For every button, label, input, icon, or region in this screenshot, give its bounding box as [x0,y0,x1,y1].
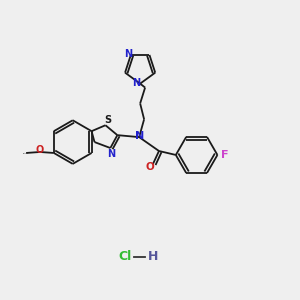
Text: methoxy: methoxy [23,152,29,154]
Text: N: N [124,49,132,59]
Text: Cl: Cl [118,250,132,263]
Text: S: S [104,115,111,125]
Text: N: N [134,131,144,141]
Text: H: H [148,250,158,263]
Text: F: F [220,150,228,160]
Text: N: N [132,78,140,88]
Text: O: O [36,145,44,155]
Text: N: N [107,149,116,159]
Text: O: O [146,162,154,172]
